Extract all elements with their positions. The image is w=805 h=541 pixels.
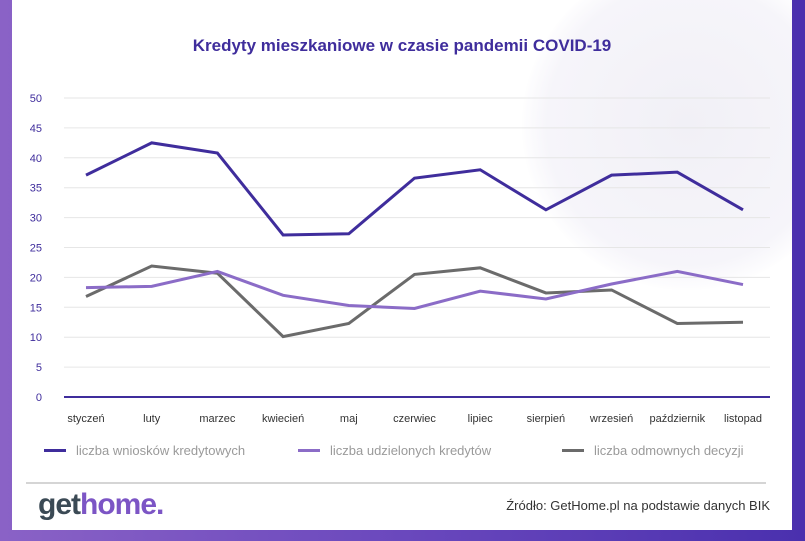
x-tick-label: czerwiec [393,413,436,425]
infographic-card: Kredyty mieszkaniowe w czasie pandemii C… [12,0,792,530]
x-tick-label: październik [649,413,705,425]
y-tick-label: 20 [30,272,42,284]
y-tick-label: 35 [30,183,42,195]
x-tick-label: maj [340,413,358,425]
y-tick-label: 45 [30,123,42,135]
y-tick-label: 0 [36,392,42,404]
legend-label: liczba udzielonych kredytów [330,443,492,458]
legend-label: liczba odmownych decyzji [594,443,744,458]
x-tick-label: wrzesień [589,413,633,425]
footer-divider [26,482,766,484]
x-tick-label: marzec [199,413,236,425]
x-tick-label: luty [143,413,161,425]
legend-item-odmowy: liczba odmownych decyzji [562,443,744,458]
x-tick-label: kwiecień [262,413,304,425]
y-tick-label: 30 [30,213,42,225]
legend-label: liczba wniosków kredytowych [76,443,246,458]
y-tick-label: 15 [30,302,42,314]
y-tick-label: 40 [30,153,42,165]
legend-item-udzielone: liczba udzielonych kredytów [298,443,491,458]
source-note: Źródło: GetHome.pl na podstawie danych B… [506,498,770,513]
logo-get: get [38,488,81,521]
line-chart: 0 5 10 15 20 25 30 35 40 45 50 styczeń luty marzec kwi… [30,93,770,425]
legend-swatch [44,449,66,452]
legend-swatch [298,449,320,452]
legend-item-wnioski: liczba wniosków kredytowych [44,443,245,458]
x-tick-label: listopad [724,413,762,425]
y-tick-label: 50 [30,93,42,105]
logo-home: home. [80,488,164,521]
y-tick-label: 10 [30,332,42,344]
y-tick-label: 25 [30,243,42,255]
y-tick-label: 5 [36,362,42,374]
x-tick-label: lipiec [468,413,494,425]
legend-swatch [562,449,584,452]
gethome-logo: gethome. [38,488,164,522]
x-tick-label: styczeń [67,413,104,425]
series-line-1 [85,141,744,237]
chart-title: Kredyty mieszkaniowe w czasie pandemii C… [192,36,612,55]
x-tick-label: sierpień [527,413,566,425]
